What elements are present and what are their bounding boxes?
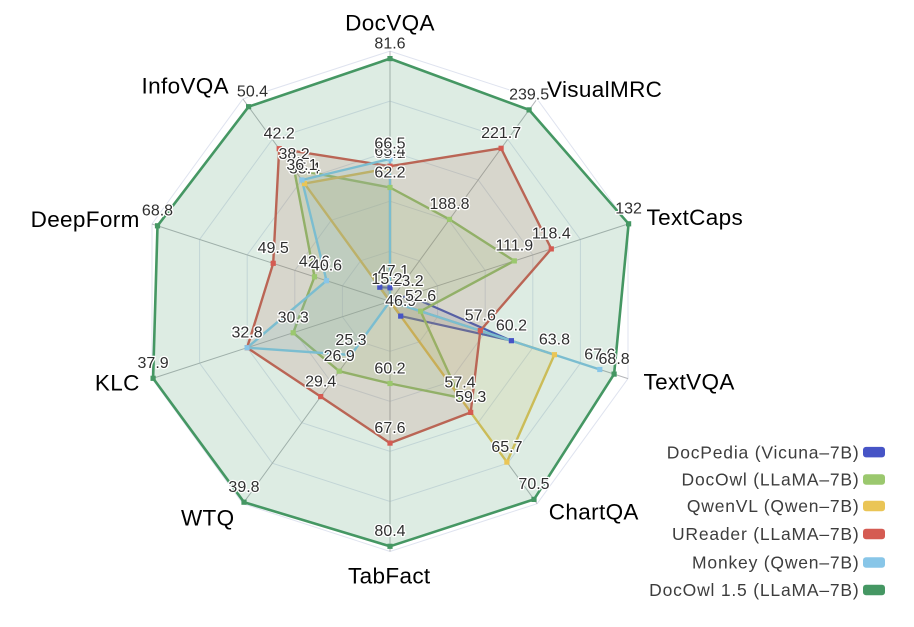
svg-text:68.8: 68.8: [599, 351, 630, 368]
svg-text:32.8: 32.8: [232, 325, 263, 342]
svg-text:132: 132: [615, 201, 642, 218]
svg-text:TextVQA: TextVQA: [644, 370, 735, 395]
svg-text:80.4: 80.4: [374, 523, 405, 540]
svg-text:57.4: 57.4: [444, 375, 475, 392]
svg-text:35.4: 35.4: [289, 160, 320, 177]
svg-text:38.2: 38.2: [279, 146, 310, 163]
svg-text:QwenVL (Qwen–7B): QwenVL (Qwen–7B): [687, 496, 860, 516]
svg-text:81.6: 81.6: [374, 35, 405, 52]
svg-text:49.5: 49.5: [258, 240, 289, 257]
svg-text:DeepForm: DeepForm: [31, 207, 140, 232]
svg-text:WTQ: WTQ: [181, 505, 235, 530]
svg-text:47.1: 47.1: [378, 263, 409, 280]
svg-text:63.8: 63.8: [539, 332, 570, 349]
svg-text:65.7: 65.7: [491, 439, 522, 456]
svg-text:67.6: 67.6: [374, 420, 405, 437]
svg-text:70.5: 70.5: [518, 476, 549, 493]
svg-text:DocPedia (Vicuna–7B): DocPedia (Vicuna–7B): [667, 442, 860, 462]
svg-text:65.4: 65.4: [374, 143, 405, 160]
svg-text:KLC: KLC: [95, 371, 140, 396]
svg-text:37.9: 37.9: [138, 355, 169, 372]
svg-text:67.6: 67.6: [584, 346, 615, 363]
svg-text:239.5: 239.5: [509, 87, 549, 104]
svg-text:65.1: 65.1: [374, 145, 405, 162]
svg-text:32.8: 32.8: [232, 325, 263, 342]
svg-text:Monkey (Qwen–7B): Monkey (Qwen–7B): [692, 553, 859, 573]
svg-text:UReader (LLaMA–7B): UReader (LLaMA–7B): [672, 524, 860, 544]
svg-text:111.9: 111.9: [495, 238, 533, 255]
svg-text:62.2: 62.2: [374, 164, 405, 181]
svg-text:25.3: 25.3: [335, 332, 366, 349]
svg-text:29.4: 29.4: [305, 373, 336, 390]
svg-text:ChartQA: ChartQA: [549, 500, 639, 525]
svg-text:221.7: 221.7: [481, 125, 521, 142]
svg-text:66.5: 66.5: [374, 136, 405, 153]
svg-text:60.2: 60.2: [496, 318, 527, 335]
svg-text:188.8: 188.8: [429, 196, 469, 213]
svg-text:40.6: 40.6: [311, 258, 342, 275]
svg-text:42.2: 42.2: [264, 126, 295, 143]
svg-text:23.2: 23.2: [393, 273, 424, 290]
svg-text:42.6: 42.6: [299, 254, 330, 271]
svg-text:VisualMRC: VisualMRC: [547, 77, 662, 102]
svg-text:TabFact: TabFact: [348, 564, 431, 589]
svg-text:46.9: 46.9: [385, 293, 416, 310]
svg-text:36.1: 36.1: [286, 157, 317, 174]
svg-text:39.8: 39.8: [228, 479, 259, 496]
svg-text:68.8: 68.8: [142, 203, 173, 220]
svg-text:DocOwl (LLaMA–7B): DocOwl (LLaMA–7B): [682, 470, 860, 490]
svg-text:TextCaps: TextCaps: [647, 205, 744, 230]
svg-text:DocVQA: DocVQA: [345, 10, 435, 35]
svg-text:57.6: 57.6: [465, 307, 496, 324]
svg-text:26.9: 26.9: [324, 348, 355, 365]
svg-text:59.3: 59.3: [455, 389, 486, 406]
svg-text:InfoVQA: InfoVQA: [142, 73, 230, 98]
svg-text:52.6: 52.6: [405, 288, 436, 305]
svg-text:30.3: 30.3: [278, 310, 309, 327]
svg-text:60.2: 60.2: [374, 360, 405, 377]
svg-text:15.2: 15.2: [371, 271, 402, 288]
svg-text:50.4: 50.4: [237, 83, 268, 100]
svg-text:118.4: 118.4: [532, 226, 571, 243]
svg-text:DocOwl 1.5 (LLaMA–7B): DocOwl 1.5 (LLaMA–7B): [649, 580, 859, 600]
